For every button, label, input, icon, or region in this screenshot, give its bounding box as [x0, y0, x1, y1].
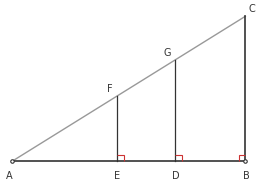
Text: E: E — [114, 171, 120, 181]
Text: B: B — [243, 171, 250, 181]
Text: A: A — [5, 171, 12, 181]
Text: D: D — [172, 171, 179, 181]
Text: F: F — [107, 84, 113, 94]
Text: C: C — [249, 4, 256, 14]
Text: G: G — [163, 47, 171, 58]
